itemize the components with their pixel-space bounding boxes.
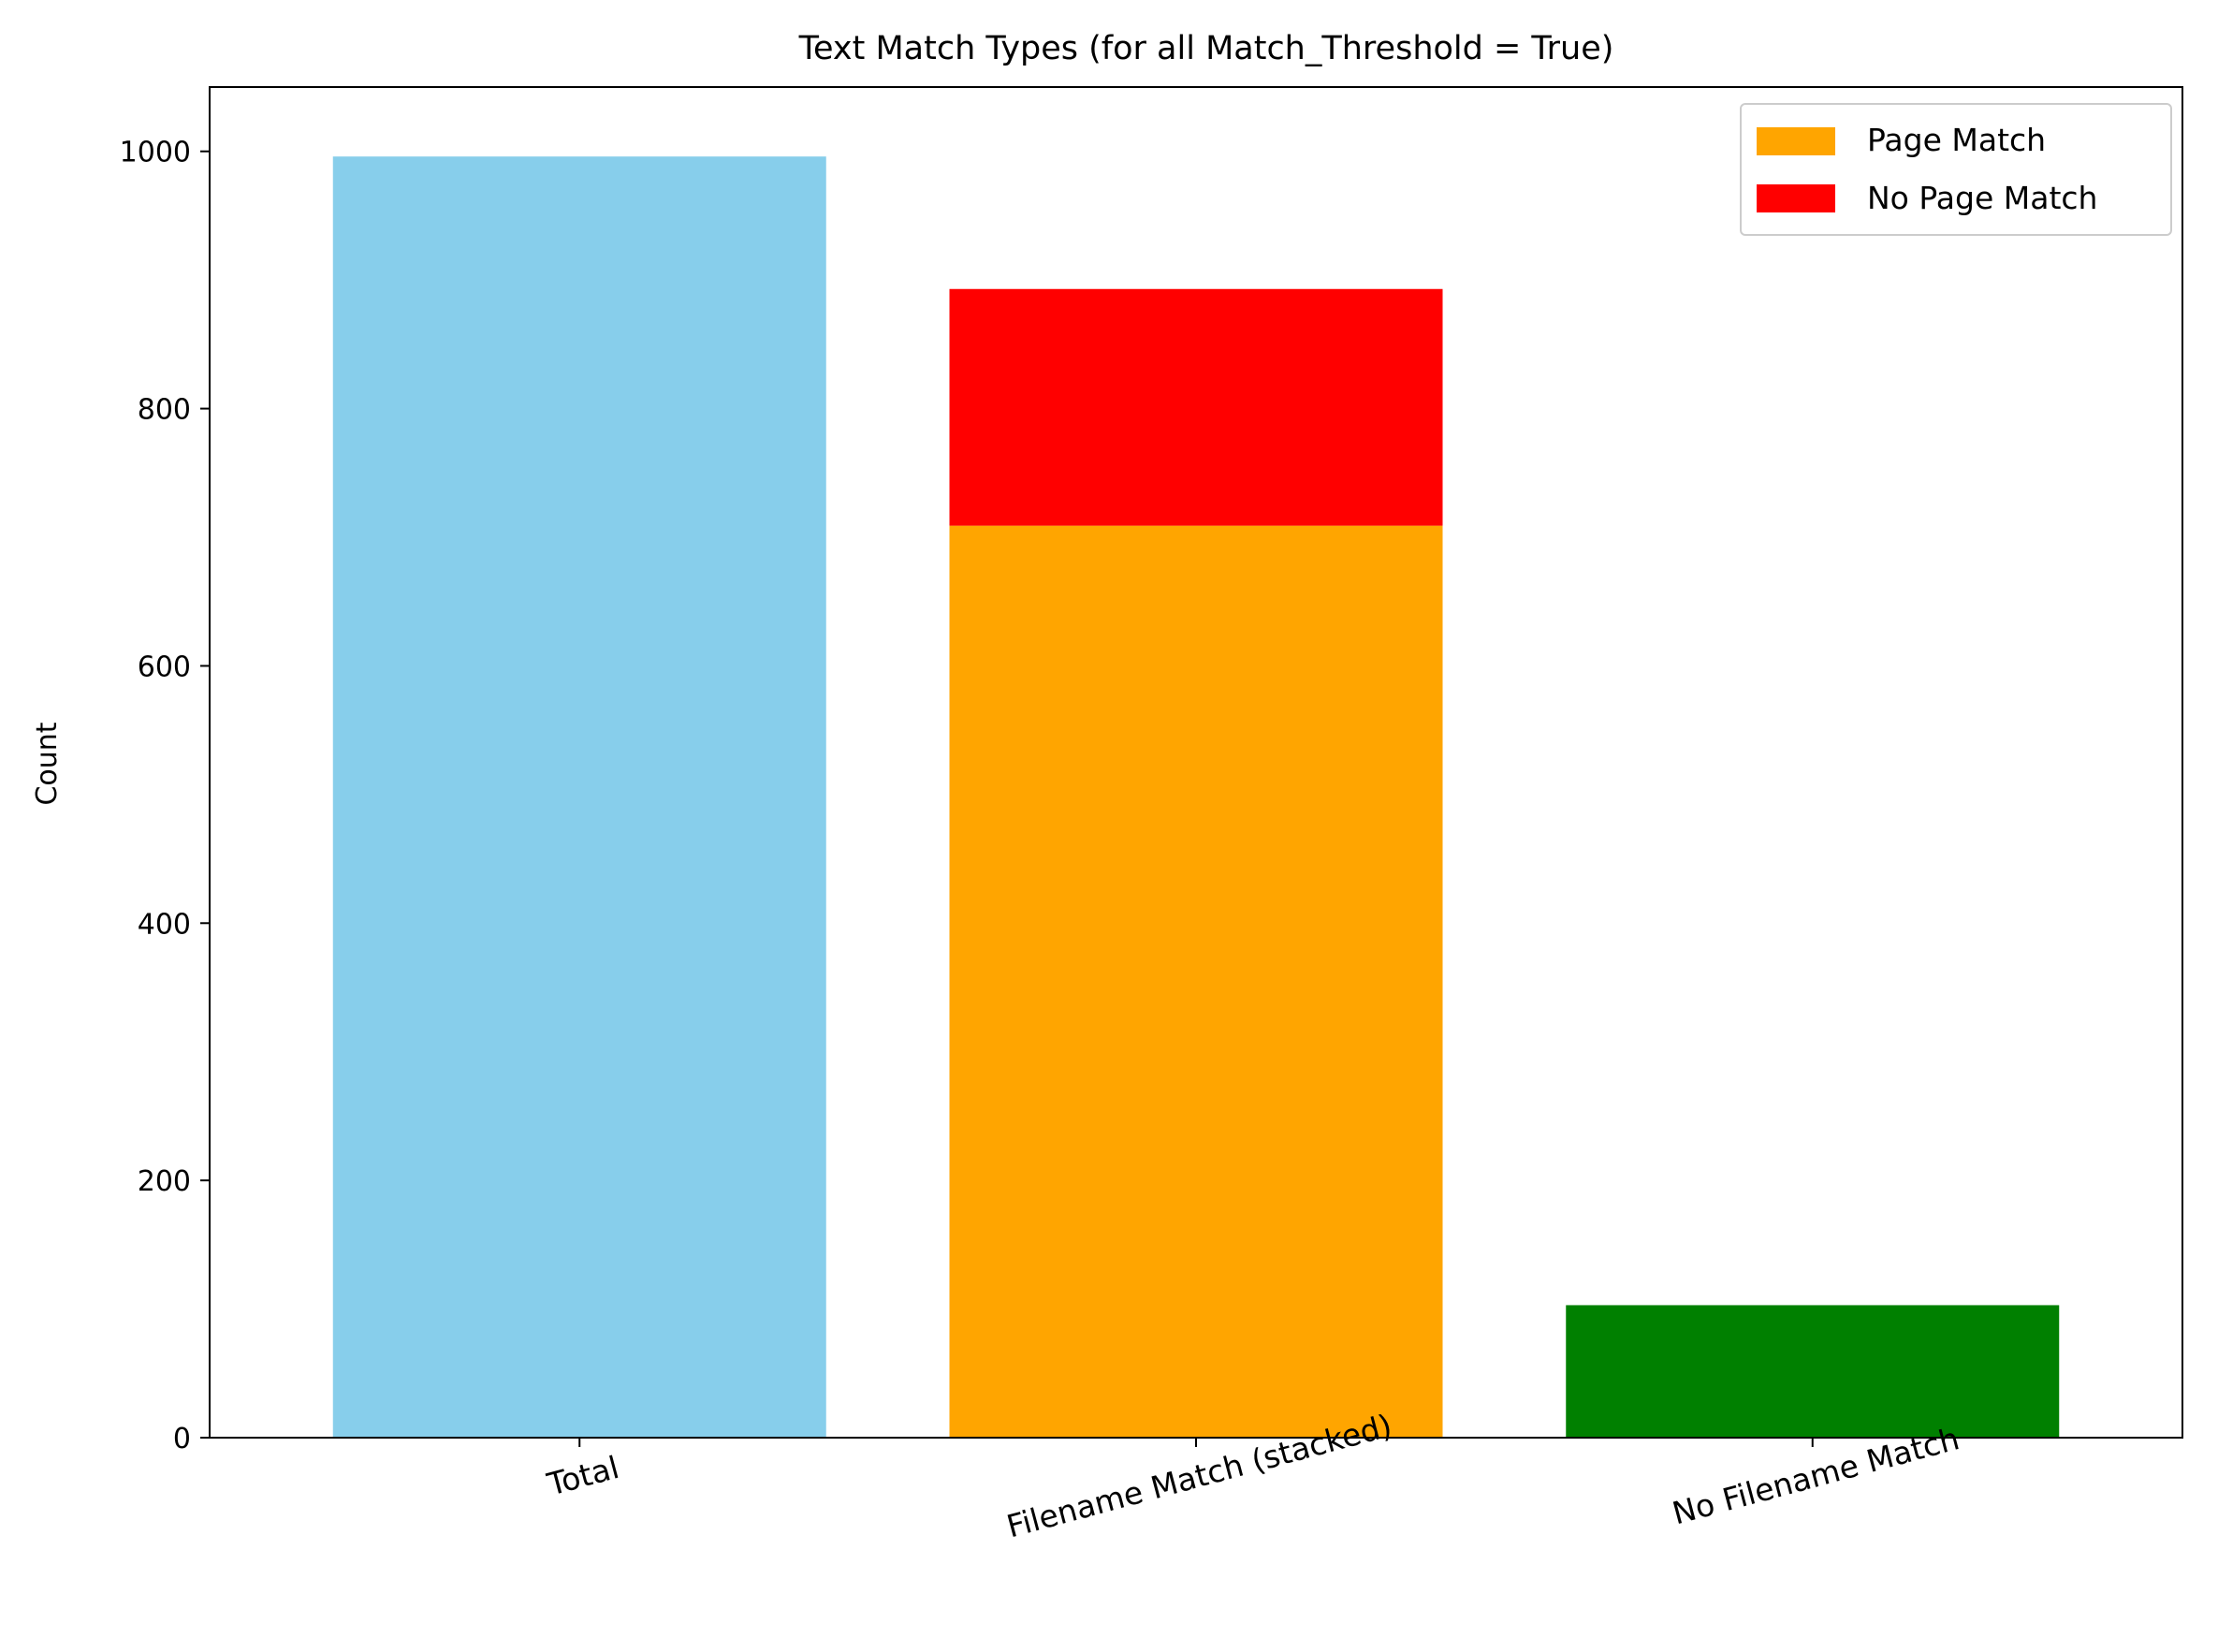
legend-swatch-no-page-match	[1757, 184, 1835, 212]
y-tick-label: 600	[138, 651, 191, 683]
legend: Page Match No Page Match	[1740, 103, 2172, 236]
legend-frame	[1740, 103, 2172, 236]
bar-filename-match-stacked-no-page-match	[949, 288, 1443, 526]
bars-layer	[332, 156, 2060, 1438]
x-tick-label-total: Total	[543, 1449, 623, 1503]
y-tick-label: 1000	[120, 137, 191, 169]
legend-label-no-page-match: No Page Match	[1867, 180, 2097, 216]
y-tick-label: 200	[138, 1165, 191, 1198]
y-tick-label: 0	[173, 1423, 191, 1455]
legend-swatch-page-match	[1757, 127, 1835, 155]
y-tick-label: 800	[138, 394, 191, 427]
y-axis-label: Count	[31, 722, 64, 805]
y-tick-label: 400	[138, 908, 191, 941]
bar-total	[332, 156, 826, 1438]
legend-label-page-match: Page Match	[1867, 122, 2046, 158]
chart-title: Text Match Types (for all Match_Threshol…	[798, 30, 1614, 67]
bar-filename-match-stacked-page-match	[949, 525, 1443, 1438]
bar-no-filename-match	[1566, 1305, 2060, 1438]
